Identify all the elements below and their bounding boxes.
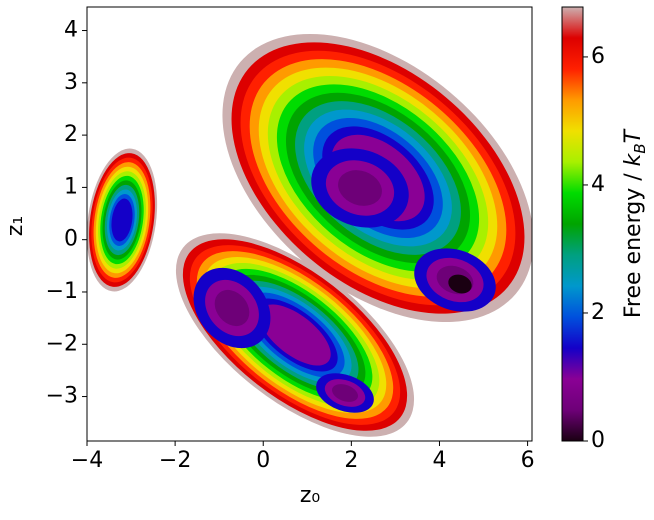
y-tick-label: 0 bbox=[64, 227, 78, 252]
y-tick-label: 4 bbox=[64, 18, 78, 43]
colorbar-tick-label: 6 bbox=[591, 44, 605, 69]
contour-level bbox=[448, 274, 472, 294]
colorbar-label: Free energy / kBT bbox=[621, 128, 649, 318]
y-tick-label: 3 bbox=[64, 70, 78, 95]
y-tick-label: −3 bbox=[46, 384, 78, 409]
x-tick-label: −2 bbox=[159, 448, 191, 473]
colorbar-frame bbox=[561, 6, 584, 442]
contour-level bbox=[338, 170, 382, 206]
x-tick-label: −4 bbox=[71, 448, 103, 473]
colorbar-tick-label: 0 bbox=[591, 428, 605, 453]
x-tick-label: 4 bbox=[432, 448, 446, 473]
colorbar-tick-label: 4 bbox=[591, 172, 605, 197]
y-tick-label: −2 bbox=[46, 331, 78, 356]
plot-frame bbox=[86, 6, 533, 442]
x-tick-label: 6 bbox=[521, 448, 535, 473]
contour-level bbox=[259, 304, 331, 366]
y-tick-label: 2 bbox=[64, 122, 78, 147]
x-axis-label: z₀ bbox=[300, 483, 321, 508]
x-tick-label: 0 bbox=[256, 448, 270, 473]
contour-level bbox=[332, 384, 358, 402]
colorbar-label-text: Free energy / bbox=[621, 166, 646, 318]
y-tick-label: 1 bbox=[64, 174, 78, 199]
colorbar-tick-label: 2 bbox=[591, 300, 605, 325]
y-axis-label: z₁ bbox=[3, 216, 28, 236]
colorbar bbox=[562, 7, 583, 441]
colorbar-label-symbol: k bbox=[621, 152, 646, 166]
colorbar-label-subscript: B bbox=[631, 143, 649, 153]
contour-level bbox=[111, 198, 133, 242]
y-tick-label: −1 bbox=[46, 279, 78, 304]
contour-level bbox=[214, 289, 250, 327]
x-tick-label: 2 bbox=[344, 448, 358, 473]
colorbar-label-symbol: T bbox=[621, 128, 646, 143]
free-energy-field bbox=[87, 33, 532, 437]
